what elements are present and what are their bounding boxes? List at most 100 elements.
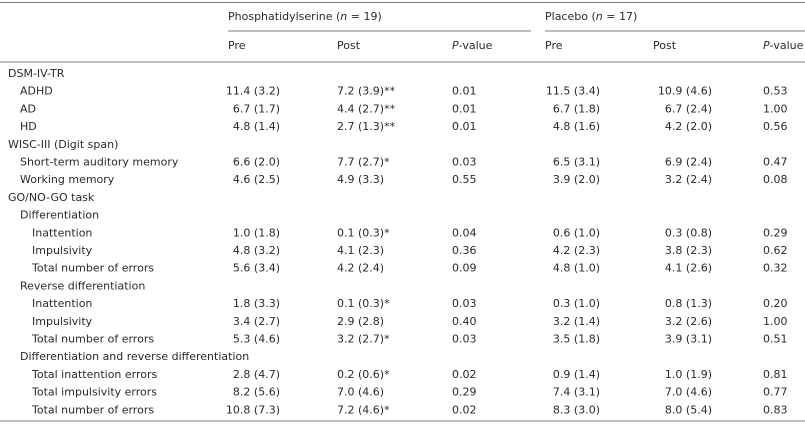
- cell: 3.9 (3.1): [665, 333, 712, 346]
- cell: 8.2 (5.6): [233, 386, 280, 399]
- column-header: P-value: [763, 39, 804, 52]
- text-part: Post: [653, 39, 677, 52]
- cell: 3.2 (2.6): [665, 315, 712, 328]
- cell: 4.8 (1.0): [553, 262, 600, 275]
- cell: 4.8 (1.6): [553, 120, 600, 133]
- row-label: Inattention: [32, 297, 92, 310]
- cell: 0.77: [763, 386, 788, 399]
- cell: 6.5 (3.1): [553, 156, 600, 169]
- text-part: Placebo (: [545, 10, 596, 23]
- group-header: Placebo (n = 17): [545, 10, 637, 23]
- subsection-title: Reverse differentiation: [20, 279, 145, 292]
- group-header: Phosphatidylserine (n = 19): [228, 10, 382, 23]
- section-title: DSM-IV-TR: [8, 67, 65, 80]
- cell: 4.2 (2.3): [553, 244, 600, 257]
- text-part: Pre: [228, 39, 246, 52]
- text-part: n: [596, 10, 603, 23]
- section-title: WISC-III (Digit span): [8, 138, 118, 151]
- text-part: = 19): [347, 10, 382, 23]
- row-label: Total impulsivity errors: [31, 386, 157, 399]
- cell: 6.7 (2.4): [665, 102, 712, 115]
- cell: 4.2 (2.0): [665, 120, 712, 133]
- text-part: Pre: [545, 39, 563, 52]
- row-label: Total number of errors: [31, 262, 154, 275]
- cell: 0.01: [452, 120, 477, 133]
- cell: 0.81: [763, 368, 788, 381]
- cell: 0.32: [763, 262, 788, 275]
- cell: 0.09: [452, 262, 477, 275]
- cell: 5.6 (3.4): [233, 262, 280, 275]
- cell: 0.04: [452, 226, 477, 239]
- subsection-title: Differentiation: [20, 209, 99, 222]
- cell: 2.9 (2.8): [337, 315, 384, 328]
- cell: 3.4 (2.7): [233, 315, 280, 328]
- cell: 1.00: [763, 315, 788, 328]
- cell: 0.83: [763, 403, 788, 416]
- cell: 0.6 (1.0): [553, 226, 600, 239]
- column-header: Pre: [545, 39, 563, 52]
- row-label: Short-term auditory memory: [20, 156, 179, 169]
- cell: 4.1 (2.3): [337, 244, 384, 257]
- cell: 0.3 (1.0): [553, 297, 600, 310]
- cell: 5.3 (4.6): [233, 333, 280, 346]
- cell: 0.9 (1.4): [553, 368, 600, 381]
- cell: 1.0 (1.9): [665, 368, 712, 381]
- cell: 6.7 (1.8): [553, 102, 600, 115]
- cell: 0.20: [763, 297, 788, 310]
- column-header: Post: [653, 39, 677, 52]
- cell: 2.7 (1.3)**: [337, 120, 396, 133]
- cell: 0.56: [763, 120, 788, 133]
- cell: 0.47: [763, 156, 788, 169]
- cell: 0.29: [452, 386, 477, 399]
- cell: 0.1 (0.3)*: [337, 226, 390, 239]
- cell: 4.9 (3.3): [337, 173, 384, 186]
- cell: 7.4 (3.1): [553, 386, 600, 399]
- cell: 0.02: [452, 368, 477, 381]
- cell: 6.9 (2.4): [665, 156, 712, 169]
- cell: 6.7 (1.7): [233, 102, 280, 115]
- cell: 7.2 (3.9)**: [337, 85, 396, 98]
- text-part: P: [763, 39, 770, 52]
- cell: 0.62: [763, 244, 788, 257]
- cell: 0.40: [452, 315, 477, 328]
- cell: 3.8 (2.3): [665, 244, 712, 257]
- cell: 0.03: [452, 156, 477, 169]
- cell: 0.02: [452, 403, 477, 416]
- cell: 10.9 (4.6): [658, 85, 712, 98]
- text-part: = 17): [603, 10, 638, 23]
- cell: 0.29: [763, 226, 788, 239]
- cell: 8.3 (3.0): [553, 403, 600, 416]
- text-part: Phosphatidylserine (: [228, 10, 340, 23]
- row-label: Total inattention errors: [31, 368, 158, 381]
- row-label: Impulsivity: [32, 244, 93, 257]
- column-header: P-value: [452, 39, 493, 52]
- cell: 0.55: [452, 173, 477, 186]
- cell: 7.0 (4.6): [337, 386, 384, 399]
- cell: 3.5 (1.8): [553, 333, 600, 346]
- text-part: -value: [459, 39, 493, 52]
- cell: 0.53: [763, 85, 788, 98]
- row-label: Working memory: [20, 173, 115, 186]
- cell: 0.51: [763, 333, 788, 346]
- cell: 0.1 (0.3)*: [337, 297, 390, 310]
- cell: 4.8 (1.4): [233, 120, 280, 133]
- cell: 1.00: [763, 102, 788, 115]
- cell: 0.03: [452, 333, 477, 346]
- cell: 11.5 (3.4): [546, 85, 600, 98]
- cell: 4.8 (3.2): [233, 244, 280, 257]
- cell: 8.0 (5.4): [665, 403, 712, 416]
- subsection-title: Differentiation and reverse differentiat…: [20, 350, 249, 363]
- text-part: P: [452, 39, 459, 52]
- row-label: Inattention: [32, 226, 92, 239]
- cell: 7.2 (4.6)*: [337, 403, 390, 416]
- cell: 4.4 (2.7)**: [337, 102, 396, 115]
- row-label: ADHD: [20, 85, 53, 98]
- cell: 0.3 (0.8): [665, 226, 712, 239]
- column-header: Post: [337, 39, 361, 52]
- row-label: Total number of errors: [31, 403, 154, 416]
- cell: 1.0 (1.8): [233, 226, 280, 239]
- cell: 3.2 (2.7)*: [337, 333, 390, 346]
- cell: 0.03: [452, 297, 477, 310]
- cell: 0.01: [452, 102, 477, 115]
